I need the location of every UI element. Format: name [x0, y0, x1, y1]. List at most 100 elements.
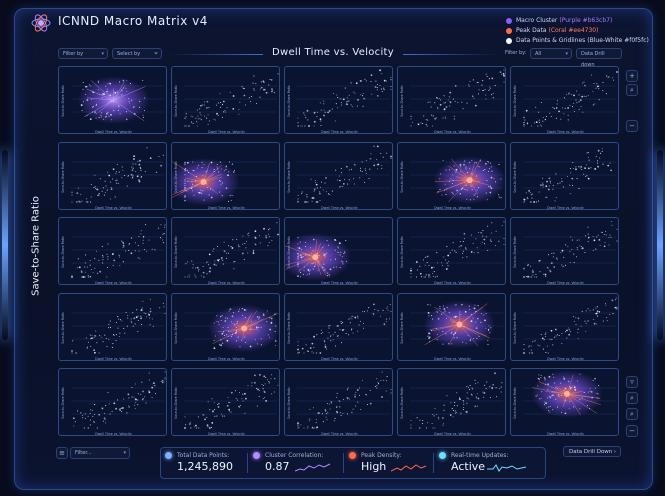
- scatter-plot-cell[interactable]: Dwell Time vs. Velocity Save-to-Share Rat…: [397, 368, 506, 436]
- scatter-plot-cell[interactable]: Dwell Time vs. Velocity Save-to-Share Rat…: [171, 66, 280, 134]
- cell-x-label: Dwell Time vs. Velocity: [95, 206, 132, 210]
- cell-y-label: Save-to-Share Ratio: [174, 236, 178, 268]
- legend-label: Data Points & Gridlines: [516, 37, 586, 44]
- scatter-plot: Dwell Time vs. Velocity Save-to-Share Rat…: [285, 233, 390, 284]
- scatter-plot: Dwell Time vs. Velocity Save-to-Share Rat…: [174, 73, 279, 134]
- cell-x-label: Dwell Time vs. Velocity: [547, 130, 584, 134]
- scatter-plot-cell[interactable]: Dwell Time vs. Velocity Save-to-Share Rat…: [284, 66, 393, 134]
- scatter-plot-cell[interactable]: Dwell Time vs. Velocity Save-to-Share Rat…: [171, 141, 280, 210]
- cell-y-label: Save-to-Share Ratio: [174, 312, 178, 344]
- cell-x-label: Dwell Time vs. Velocity: [321, 357, 358, 361]
- scatter-plot-cell[interactable]: Dwell Time vs. Velocity Save-to-Share Rat…: [58, 368, 167, 436]
- zoom-out-button[interactable]: −: [626, 120, 638, 132]
- stat-realtime-updates: Real-time Updates: Active: [435, 448, 543, 478]
- stat-label: Cluster Correlation:: [265, 452, 324, 459]
- scatter-plot-cell[interactable]: Dwell Time vs. Velocity Save-to-Share Rat…: [397, 292, 506, 361]
- scatter-plot-cell[interactable]: Dwell Time vs. Velocity Save-to-Share Rat…: [510, 217, 619, 285]
- zoom-search-button[interactable]: ⌕: [626, 84, 638, 96]
- footer-filter-placeholder: Filter...: [75, 450, 92, 456]
- select-by-dropdown[interactable]: Select by ⏷: [112, 48, 162, 59]
- scatter-plot: Dwell Time vs. Velocity Save-to-Share Rat…: [287, 69, 392, 134]
- scatter-plot-cell[interactable]: Dwell Time vs. Velocity Save-to-Share Rat…: [510, 292, 619, 361]
- scatter-plot-cell[interactable]: Dwell Time vs. Velocity Save-to-Share Rat…: [171, 292, 280, 361]
- footer-filter-input[interactable]: Filter... ▾: [70, 447, 130, 459]
- cell-y-label: Save-to-Share Ratio: [61, 236, 65, 268]
- stat-peak-density: Peak Density: High: [345, 448, 431, 478]
- scatter-plot-cell[interactable]: Dwell Time vs. Velocity Save-to-Share Rat…: [58, 141, 167, 210]
- scatter-plot: Dwell Time vs. Velocity Save-to-Share Rat…: [61, 223, 166, 285]
- app-title: ICNND Macro Matrix v4: [58, 14, 208, 28]
- cell-y-label: Save-to-Share Ratio: [400, 236, 404, 268]
- data-drill-down-button[interactable]: Data Drill Down ›: [563, 446, 621, 457]
- cell-y-label: Save-to-Share Ratio: [400, 387, 404, 419]
- cell-x-label: Dwell Time vs. Velocity: [321, 130, 358, 134]
- zoom-search-button-2[interactable]: ⌕: [626, 392, 638, 404]
- sparkline-icon: [487, 464, 527, 472]
- scatter-plot-cell[interactable]: Dwell Time vs. Velocity Save-to-Share Rat…: [397, 141, 506, 210]
- legend-item-cluster: Macro Cluster (Purple #b63cb7): [506, 16, 649, 26]
- plus-icon: +: [629, 72, 635, 80]
- scatter-plot: Dwell Time vs. Velocity Save-to-Share Rat…: [61, 298, 166, 360]
- cell-y-label: Save-to-Share Ratio: [513, 387, 517, 419]
- collapse-button[interactable]: −: [626, 425, 638, 437]
- scatter-plot-cell[interactable]: Dwell Time vs. Velocity Save-to-Share Rat…: [284, 141, 393, 210]
- scatter-plot-cell[interactable]: Dwell Time vs. Velocity Save-to-Share Rat…: [171, 217, 280, 285]
- atom-logo-icon: [31, 14, 51, 32]
- filter-by-dropdown[interactable]: Filter by ▾: [58, 48, 108, 59]
- point-dot-icon: [506, 38, 512, 44]
- scatter-plot-cell[interactable]: Dwell Time vs. Velocity Save-to-Share Rat…: [397, 217, 506, 285]
- cluster-dot-icon: [506, 18, 512, 24]
- cell-y-label: Save-to-Share Ratio: [400, 85, 404, 117]
- minus-icon: −: [629, 122, 635, 130]
- funnel-icon: ⏷: [153, 51, 158, 57]
- scatter-plot-cell[interactable]: Dwell Time vs. Velocity Save-to-Share Rat…: [510, 66, 619, 134]
- filter-tool-button[interactable]: ▿: [626, 376, 638, 388]
- cell-x-label: Dwell Time vs. Velocity: [208, 130, 245, 134]
- peak-dot-icon: [506, 28, 512, 34]
- magnify-icon: ⌕: [630, 86, 634, 94]
- scatter-plot-cell[interactable]: Dwell Time vs. Velocity Save-to-Share Rat…: [510, 141, 619, 210]
- cell-x-label: Dwell Time vs. Velocity: [208, 206, 245, 210]
- cell-x-label: Dwell Time vs. Velocity: [547, 357, 584, 361]
- cell-x-label: Dwell Time vs. Velocity: [95, 432, 132, 436]
- database-icon: [165, 452, 172, 459]
- cell-y-label: Save-to-Share Ratio: [61, 312, 65, 344]
- scatter-plot-cell[interactable]: Dwell Time vs. Velocity Save-to-Share Rat…: [58, 217, 167, 285]
- divider: [433, 453, 434, 473]
- cell-x-label: Dwell Time vs. Velocity: [208, 432, 245, 436]
- cell-x-label: Dwell Time vs. Velocity: [434, 281, 471, 285]
- scatter-plot-cell[interactable]: Dwell Time vs. Velocity Save-to-Share Rat…: [284, 292, 393, 361]
- scatter-plot-cell[interactable]: Dwell Time vs. Velocity Save-to-Share Rat…: [397, 66, 506, 134]
- filter-all-dropdown[interactable]: All ▾: [530, 48, 572, 59]
- cell-y-label: Save-to-Share Ratio: [174, 161, 178, 193]
- legend-code: (Blue-White #f0f5fc): [587, 37, 649, 44]
- scatter-plot: Dwell Time vs. Velocity Save-to-Share Rat…: [174, 374, 279, 436]
- scatter-plot: Dwell Time vs. Velocity Save-to-Share Rat…: [400, 372, 503, 436]
- cell-x-label: Dwell Time vs. Velocity: [547, 432, 584, 436]
- cell-y-label: Save-to-Share Ratio: [513, 85, 517, 117]
- cell-x-label: Dwell Time vs. Velocity: [434, 432, 471, 436]
- scatter-plot-cell[interactable]: Dwell Time vs. Velocity Save-to-Share Rat…: [171, 368, 280, 436]
- scatter-plot: Dwell Time vs. Velocity Save-to-Share Rat…: [513, 147, 616, 209]
- divider: [343, 453, 344, 473]
- scatter-plot-cell[interactable]: Dwell Time vs. Velocity Save-to-Share Rat…: [284, 368, 393, 436]
- scatter-plot-cell[interactable]: Dwell Time vs. Velocity Save-to-Share Rat…: [284, 217, 393, 285]
- zoom-in-button[interactable]: +: [626, 70, 638, 82]
- scatter-plot: Dwell Time vs. Velocity Save-to-Share Rat…: [400, 221, 505, 285]
- chevron-down-icon: ▾: [565, 51, 568, 57]
- cell-x-label: Dwell Time vs. Velocity: [95, 281, 132, 285]
- cell-y-label: Save-to-Share Ratio: [513, 236, 517, 268]
- footer-filter-button[interactable]: ≡: [56, 447, 68, 459]
- data-drill-dropdown[interactable]: Data Drill down: [576, 48, 622, 68]
- cell-y-label: Save-to-Share Ratio: [61, 85, 65, 117]
- scatter-plot: Dwell Time vs. Velocity Save-to-Share Rat…: [513, 220, 618, 284]
- stat-cluster-correlation: Cluster Correlation: 0.87: [249, 448, 341, 478]
- scatter-plot-cell[interactable]: Dwell Time vs. Velocity Save-to-Share Rat…: [510, 368, 619, 436]
- scatter-plot-cell[interactable]: Dwell Time vs. Velocity Save-to-Share Rat…: [58, 292, 167, 361]
- scatter-plot-cell[interactable]: Dwell Time vs. Velocity Save-to-Share Rat…: [58, 66, 167, 134]
- stat-value: 1,245,890: [177, 460, 233, 473]
- stat-total-points: Total Data Points: 1,245,890: [161, 448, 245, 478]
- cell-x-label: Dwell Time vs. Velocity: [434, 206, 471, 210]
- zoom-fit-button[interactable]: ⌕: [626, 408, 638, 420]
- funnel-icon: ▿: [630, 378, 634, 386]
